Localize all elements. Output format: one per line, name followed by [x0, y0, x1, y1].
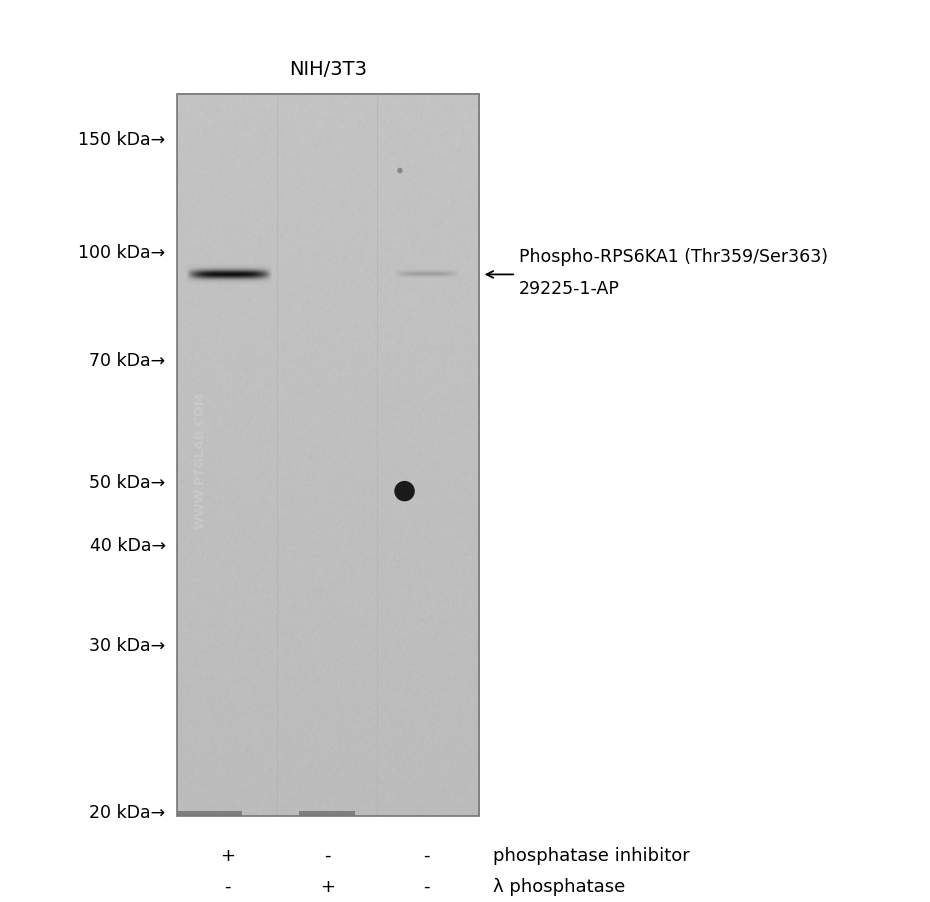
Text: -: -	[325, 846, 330, 864]
Text: 50 kDa→: 50 kDa→	[89, 474, 166, 492]
Text: -: -	[423, 846, 429, 864]
Text: +: +	[220, 846, 235, 864]
Text: NIH/3T3: NIH/3T3	[289, 60, 366, 78]
Text: -: -	[225, 877, 231, 895]
Text: 20 kDa→: 20 kDa→	[89, 803, 166, 821]
Text: 29225-1-AP: 29225-1-AP	[519, 280, 619, 298]
Bar	[299, 811, 355, 816]
Text: λ phosphatase: λ phosphatase	[493, 877, 625, 895]
Text: 70 kDa→: 70 kDa→	[89, 352, 166, 370]
Text: phosphatase inhibitor: phosphatase inhibitor	[493, 846, 690, 864]
Ellipse shape	[397, 169, 403, 174]
Text: -: -	[423, 877, 429, 895]
Bar	[177, 811, 242, 816]
Ellipse shape	[394, 482, 415, 502]
Text: 40 kDa→: 40 kDa→	[89, 537, 166, 555]
Text: Phospho-RPS6KA1 (Thr359/Ser363): Phospho-RPS6KA1 (Thr359/Ser363)	[519, 248, 828, 266]
Text: 30 kDa→: 30 kDa→	[89, 636, 166, 654]
Text: 100 kDa→: 100 kDa→	[78, 244, 166, 262]
Text: 150 kDa→: 150 kDa→	[78, 131, 166, 149]
Bar	[177, 95, 479, 816]
Text: WWW.PTGLAB.COM: WWW.PTGLAB.COM	[193, 391, 206, 529]
Text: +: +	[320, 877, 335, 895]
